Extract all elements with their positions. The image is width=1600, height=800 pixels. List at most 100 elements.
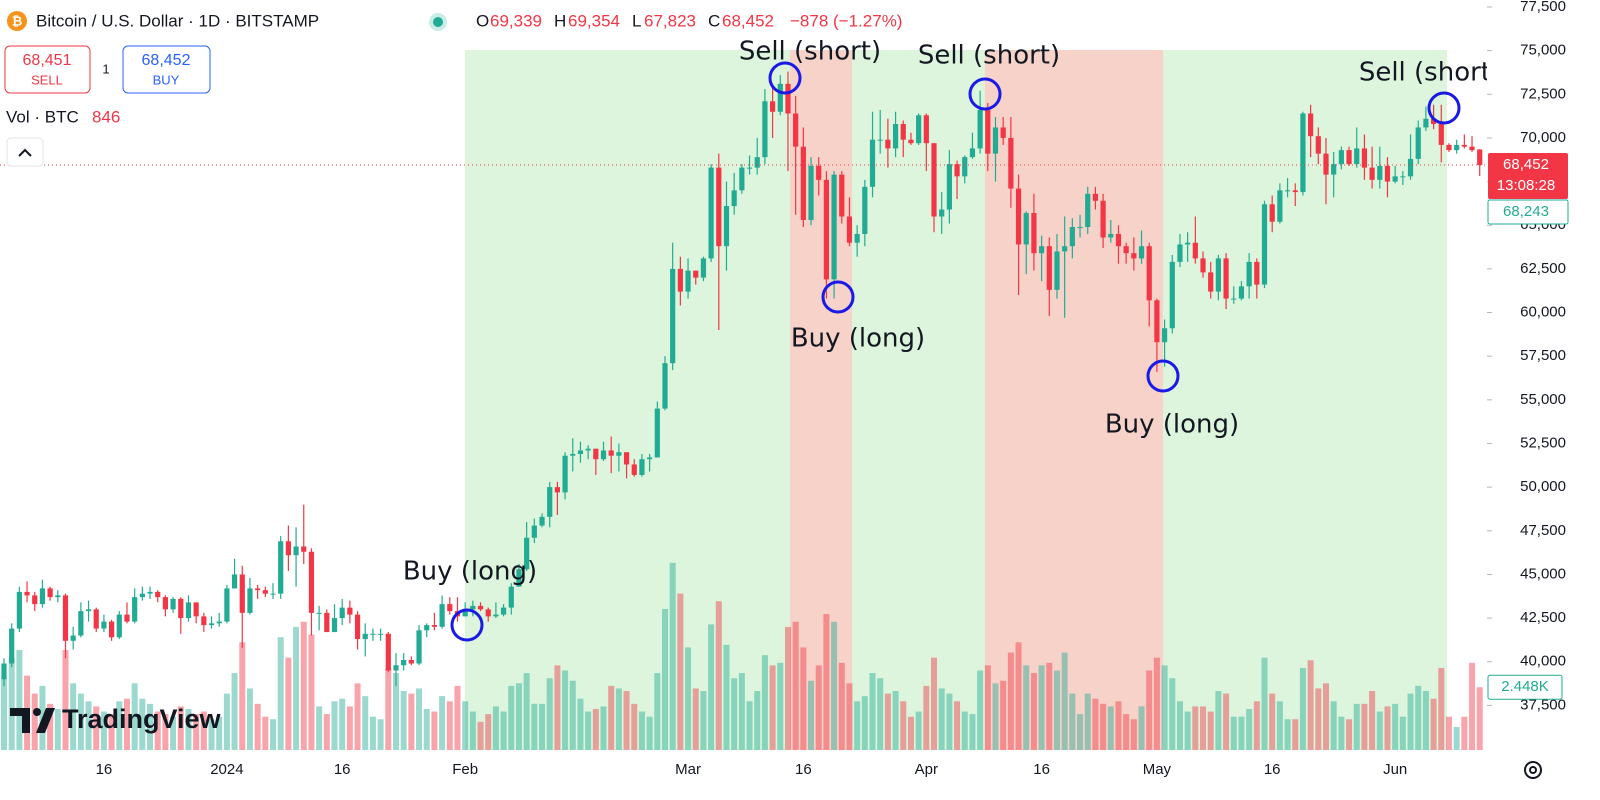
volume-bar xyxy=(85,701,92,750)
candle-body xyxy=(677,268,683,292)
x-tick-label: Feb xyxy=(452,761,478,778)
candle-body xyxy=(1246,261,1252,287)
volume-bar xyxy=(731,678,738,750)
volume-bar xyxy=(377,719,384,750)
x-tick-label: 16 xyxy=(1264,761,1281,778)
volume-bar xyxy=(216,716,223,750)
x-tick-label: Mar xyxy=(675,761,701,778)
volume-bar xyxy=(539,703,546,750)
candle-body xyxy=(839,174,845,217)
signal-circle xyxy=(450,608,484,642)
logo-slash xyxy=(36,708,55,733)
volume-bar xyxy=(685,647,692,750)
volume-bar xyxy=(1153,657,1160,750)
volume-bar xyxy=(277,637,284,750)
candle-body xyxy=(531,525,537,538)
candle-body xyxy=(278,541,284,594)
x-tick-label: 16 xyxy=(1033,761,1050,778)
volume-bar xyxy=(1346,719,1353,750)
candle-body xyxy=(347,607,353,615)
axes: 16 2024 16 Feb Mar 16 Apr 16 May 16 Jun 37,500 40,00… xyxy=(96,0,1569,778)
buy-price: 68,452 xyxy=(142,52,191,69)
y-tick-label: 52,500 xyxy=(1520,434,1566,451)
volume-bar xyxy=(523,673,530,750)
volume-bar xyxy=(131,683,138,750)
volume-bar xyxy=(500,711,507,750)
signal-circle xyxy=(1427,91,1461,125)
volume-bar xyxy=(246,688,253,750)
volume-bar xyxy=(907,716,914,750)
candle-body xyxy=(708,167,714,259)
candle-body xyxy=(593,448,599,460)
candle-body xyxy=(570,453,576,456)
volume-bar xyxy=(1453,726,1460,750)
volume-label: Vol · BTC xyxy=(6,107,79,126)
volume-bar xyxy=(1200,706,1207,750)
settings-icon[interactable] xyxy=(1524,761,1542,779)
volume-bar xyxy=(93,706,100,750)
candle-body xyxy=(308,551,315,613)
collapse-button[interactable] xyxy=(6,137,44,167)
candle-body xyxy=(1300,113,1306,193)
logo-text: TradingView xyxy=(62,704,222,734)
y-tick-label: 42,500 xyxy=(1520,609,1566,626)
volume-bar xyxy=(1169,678,1176,750)
candle-body xyxy=(662,363,668,409)
candle-body xyxy=(339,607,345,619)
candle-body xyxy=(132,597,138,622)
volume-bar xyxy=(1138,706,1145,750)
candle-body xyxy=(524,537,530,570)
candle-body xyxy=(1392,176,1398,182)
volume-bar xyxy=(262,716,269,750)
candle-body xyxy=(1200,258,1206,273)
volume-bar xyxy=(815,665,822,750)
volume-bars xyxy=(1,562,1483,750)
buy-button[interactable] xyxy=(122,45,211,94)
volume-bar xyxy=(615,688,622,750)
candle-body xyxy=(32,595,38,605)
candle-body xyxy=(985,110,991,154)
x-tick-label: Jun xyxy=(1383,761,1407,778)
candle-body xyxy=(1108,233,1114,238)
x-tick-label: 16 xyxy=(96,761,113,778)
candle-body xyxy=(216,621,222,624)
candle-body xyxy=(378,633,384,635)
candle-body xyxy=(139,593,145,598)
sell-button[interactable] xyxy=(4,45,91,94)
candle-body xyxy=(700,258,707,278)
volume-bar xyxy=(877,678,884,750)
candle-body xyxy=(547,487,553,517)
candle-body xyxy=(1031,213,1037,254)
volume-bar xyxy=(423,708,430,750)
candle-body xyxy=(1446,144,1452,151)
volume-bar xyxy=(1077,714,1084,750)
candle-body xyxy=(1277,190,1283,222)
x-tick-label: 16 xyxy=(334,761,351,778)
volume-bar xyxy=(1092,698,1099,750)
y-tick-label: 40,000 xyxy=(1520,653,1566,670)
volume-bar xyxy=(170,716,177,750)
candle-body xyxy=(1069,226,1075,247)
candle-body xyxy=(1,663,7,680)
volume-bar xyxy=(485,714,492,750)
x-tick-label: 2024 xyxy=(210,761,243,778)
volume-bar xyxy=(754,691,761,750)
volume-bar xyxy=(1399,716,1406,750)
candle-body xyxy=(1123,246,1129,254)
candle-body xyxy=(508,586,514,608)
volume-bar xyxy=(1407,693,1414,750)
ohlc-h: 69,354 xyxy=(568,11,620,30)
candle-body xyxy=(477,605,484,610)
candle-body xyxy=(93,609,99,629)
volume-bar xyxy=(769,665,776,750)
volume-bar xyxy=(631,703,638,750)
last-volume-label: 2.448K xyxy=(1501,678,1549,695)
y-tick-label: 47,500 xyxy=(1520,522,1566,539)
candle-body xyxy=(1315,136,1321,154)
volume-bar xyxy=(177,706,184,750)
candle-body xyxy=(885,139,891,149)
volume-bar xyxy=(1430,698,1437,750)
volume-bar xyxy=(62,650,69,750)
volume-bar xyxy=(16,650,23,750)
